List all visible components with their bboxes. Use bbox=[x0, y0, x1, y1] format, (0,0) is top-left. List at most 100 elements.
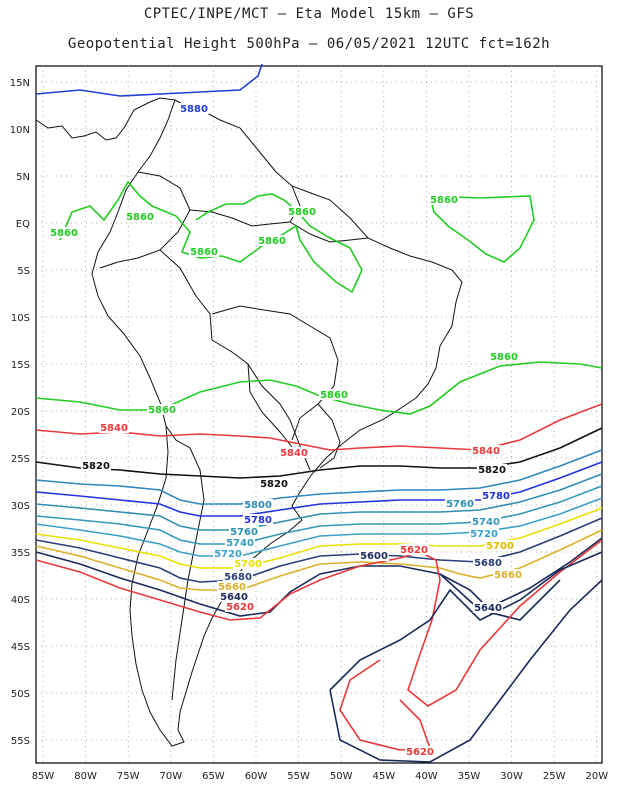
map-frame bbox=[35, 65, 603, 764]
contour-label: 5640 bbox=[220, 592, 248, 603]
latitude-label: 50S bbox=[11, 689, 30, 700]
contour-label-bg bbox=[429, 194, 459, 205]
contour-label-bg bbox=[225, 537, 255, 548]
contour-label: 5660 bbox=[218, 582, 246, 593]
contour-label: 5720 bbox=[470, 529, 498, 540]
contour-label: 5860 bbox=[126, 212, 154, 223]
contour-label-bg bbox=[493, 569, 523, 580]
contour-label: 5860 bbox=[50, 228, 78, 239]
latitude-label: 30S bbox=[11, 501, 30, 512]
contour-label-bg bbox=[243, 499, 273, 510]
map-subtitle: Geopotential Height 500hPa – 06/05/2021 … bbox=[67, 36, 551, 52]
contour-5860-north bbox=[59, 180, 363, 294]
contour-label: 5840 bbox=[100, 423, 128, 434]
contour-5860-atlantic bbox=[429, 195, 535, 263]
contour-label-bg bbox=[81, 460, 111, 471]
contour-label: 5860 bbox=[430, 195, 458, 206]
graticule bbox=[36, 66, 602, 763]
longitude-label: 40W bbox=[415, 771, 438, 782]
coastlines-and-borders bbox=[35, 97, 463, 747]
latitude-label: 5S bbox=[17, 266, 30, 277]
longitude-label: 50W bbox=[330, 771, 353, 782]
contour-label-bg bbox=[233, 558, 263, 569]
longitude-label: 60W bbox=[245, 771, 268, 782]
contour-label: 5700 bbox=[486, 541, 514, 552]
contour-label: 5640 bbox=[474, 603, 502, 614]
contour-labels: 5880 5860 5860 5860 5860 5860 5860 5860 5860 5860… bbox=[49, 103, 523, 758]
contour-label: 5780 bbox=[244, 515, 272, 526]
contour-label-bg bbox=[225, 601, 255, 612]
contour-label-bg bbox=[217, 581, 247, 592]
contour-label: 5820 bbox=[82, 461, 110, 472]
longitude-label: 85W bbox=[32, 771, 55, 782]
contour-label: 5720 bbox=[214, 549, 242, 560]
contour-label-bg bbox=[257, 235, 287, 246]
contour-label-bg bbox=[213, 548, 243, 559]
contour-label: 5620 bbox=[400, 545, 428, 556]
contour-label-bg bbox=[287, 206, 317, 217]
contour-label-bg bbox=[259, 478, 289, 489]
longitude-label: 75W bbox=[117, 771, 140, 782]
contour-5640 bbox=[35, 537, 603, 621]
contour-label-bg bbox=[469, 528, 499, 539]
latitude-label: 15N bbox=[10, 78, 30, 89]
longitude-label: 80W bbox=[74, 771, 97, 782]
contour-label: 5860 bbox=[320, 390, 348, 401]
contour-label: 5840 bbox=[280, 448, 308, 459]
contour-label: 5860 bbox=[490, 352, 518, 363]
contour-label-bg bbox=[359, 550, 389, 561]
longitude-label: 65W bbox=[202, 771, 225, 782]
contour-label: 5760 bbox=[230, 527, 258, 538]
longitude-label: 30W bbox=[500, 771, 523, 782]
contour-label-bg bbox=[485, 540, 515, 551]
contour-label: 5760 bbox=[446, 499, 474, 510]
contour-label-bg bbox=[399, 544, 429, 555]
contour-label-bg bbox=[49, 227, 79, 238]
contour-label: 5820 bbox=[260, 479, 288, 490]
latitude-label: 5N bbox=[16, 172, 30, 183]
contour-label: 5600 bbox=[360, 551, 388, 562]
map-title: CPTEC/INPE/MCT – Eta Model 15km – GFS bbox=[143, 6, 475, 22]
contour-label-bg bbox=[125, 211, 155, 222]
contour-label: 5620 bbox=[226, 602, 254, 613]
contour-label-bg bbox=[319, 389, 349, 400]
contour-label-bg bbox=[279, 447, 309, 458]
latitude-label: 20S bbox=[11, 407, 30, 418]
contour-label-bg bbox=[189, 246, 219, 257]
longitude-label: 25W bbox=[543, 771, 566, 782]
contour-label: 5860 bbox=[148, 405, 176, 416]
latitude-label: 55S bbox=[11, 736, 30, 747]
contour-label-bg bbox=[405, 746, 435, 757]
contour-label-bg bbox=[229, 526, 259, 537]
contour-label: 5800 bbox=[244, 500, 272, 511]
latitude-label: 35S bbox=[11, 548, 30, 559]
latitude-label: 40S bbox=[11, 595, 30, 606]
contour-label-bg bbox=[471, 445, 501, 456]
latitude-label: 10S bbox=[11, 313, 30, 324]
contour-label: 5740 bbox=[472, 517, 500, 528]
contour-label-bg bbox=[471, 516, 501, 527]
contour-label: 5660 bbox=[494, 570, 522, 581]
contour-label-bg bbox=[147, 404, 177, 415]
latitude-label: 15S bbox=[11, 360, 30, 371]
latitude-label: 10N bbox=[10, 125, 30, 136]
longitude-label: 20W bbox=[585, 771, 608, 782]
contour-label-bg bbox=[99, 422, 129, 433]
contour-label: 5780 bbox=[482, 491, 510, 502]
longitude-label: 55W bbox=[287, 771, 310, 782]
contour-label: 5620 bbox=[406, 747, 434, 758]
contour-label-bg bbox=[473, 602, 503, 613]
axis-labels: 15N 10N 5N EQ 5S 10S 15S 20S 25S 30S 35S 40S 45S 50S 5… bbox=[10, 78, 608, 782]
contour-label: 5840 bbox=[472, 446, 500, 457]
contour-label: 5680 bbox=[474, 558, 502, 569]
latitude-label: EQ bbox=[16, 219, 30, 230]
contour-label-bg bbox=[489, 351, 519, 362]
contour-label-bg bbox=[477, 464, 507, 475]
contour-label-bg bbox=[243, 514, 273, 525]
contour-5760 bbox=[35, 473, 603, 531]
contour-label: 5740 bbox=[226, 538, 254, 549]
latitude-label: 45S bbox=[11, 642, 30, 653]
contour-label-bg bbox=[445, 498, 475, 509]
contour-label: 5860 bbox=[258, 236, 286, 247]
